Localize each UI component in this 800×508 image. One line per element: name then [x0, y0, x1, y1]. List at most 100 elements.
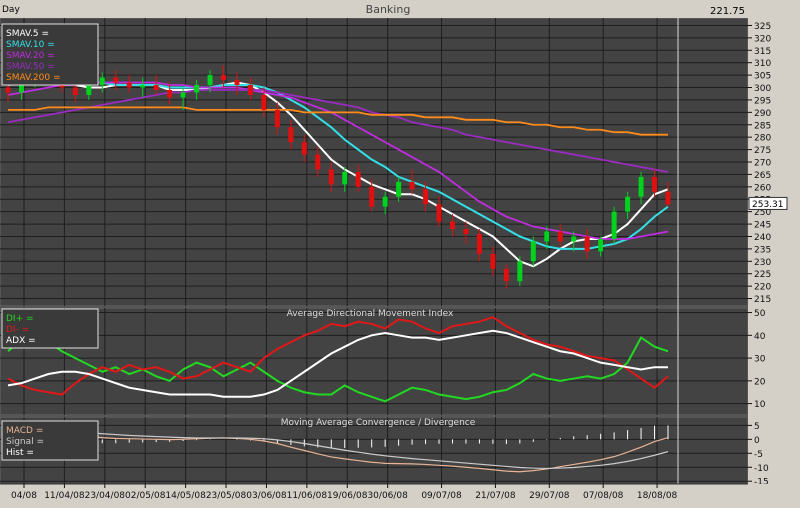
series-line-diminus [7, 316, 669, 396]
ma-legend [1, 23, 99, 86]
legend-entry: SMAV.10 = [6, 40, 55, 50]
legend-entry: SMAV.200 = [6, 73, 61, 83]
candle-body [126, 82, 132, 88]
macd-legend [1, 420, 99, 461]
candle-body [153, 85, 159, 90]
legend-entry: Signal = [6, 437, 44, 447]
y-tick-label: 265 [754, 171, 771, 181]
candle-body [517, 261, 523, 282]
candle-body [140, 85, 146, 88]
candle-body [449, 221, 455, 230]
candle-body [315, 154, 321, 170]
series-line-macd [7, 428, 669, 473]
y-tick-label: -5 [754, 450, 763, 460]
legend-entry: MACD = [6, 426, 43, 436]
y-tick-label: 250 [754, 208, 771, 218]
candle-body [342, 171, 348, 185]
y-tick-label: 10 [754, 400, 766, 410]
price-tag [748, 196, 788, 210]
x-tick-label: 14/05/08 [165, 491, 206, 501]
candle-body [288, 127, 294, 143]
x-tick-label: 21/07/08 [475, 491, 516, 501]
candle-body [611, 211, 617, 239]
y-tick-label: 240 [754, 233, 771, 243]
candle-body [274, 109, 280, 128]
y-tick-label: 325 [754, 22, 771, 32]
candle-body [355, 171, 361, 187]
candle-body [584, 236, 590, 252]
y-tick-label: 320 [754, 34, 771, 44]
x-tick-label: 07/08/08 [583, 491, 624, 501]
x-tick-label: 29/07/08 [529, 491, 570, 501]
candle-body [301, 142, 307, 155]
candle-body [571, 236, 577, 242]
x-tick-label: 23/04/08 [85, 491, 126, 501]
candle-body [207, 75, 213, 86]
period-label: Day [2, 5, 20, 15]
y-tick-label: 285 [754, 121, 771, 131]
candle-body [18, 80, 24, 93]
macd-title: Moving Average Convergence / Divergence [281, 418, 476, 428]
header-bar [0, 0, 800, 18]
y-tick-label: 220 [754, 283, 771, 293]
legend-entry: Hist = [6, 448, 34, 458]
x-tick-label: 02/05/08 [125, 491, 166, 501]
candle-body [476, 234, 482, 254]
x-tick-label: 23/05/08 [206, 491, 247, 501]
y-tick-label: 50 [754, 309, 766, 319]
candle-body [530, 241, 536, 262]
legend-entry: SMAV.50 = [6, 62, 55, 72]
candle-body [423, 189, 429, 205]
candle-body [180, 92, 186, 98]
series-line-diplus [7, 331, 669, 403]
legend-entry: DI- = [6, 325, 29, 335]
candle-body [490, 253, 496, 269]
y-tick-label: 235 [754, 245, 771, 255]
y-tick-label: 300 [754, 84, 771, 94]
chart-title: Banking [366, 3, 411, 16]
candle-body [598, 238, 604, 252]
x-tick-label: 11/04/08 [44, 491, 85, 501]
price-tag-label: 253.31 [752, 200, 784, 210]
candle-body [261, 94, 267, 110]
series-line-smav10 [7, 74, 669, 250]
candle-body [247, 85, 253, 95]
x-tick-label: 18/08/08 [637, 491, 678, 501]
y-tick-label: -10 [754, 464, 769, 474]
y-tick-label: 225 [754, 270, 771, 280]
candle-body [382, 196, 388, 207]
y-tick-label: 245 [754, 221, 771, 231]
y-tick-label: 270 [754, 159, 771, 169]
candle-body [652, 176, 658, 192]
x-tick-label: 04/08 [11, 491, 37, 501]
candle-body [625, 196, 631, 212]
candle-body [221, 75, 227, 81]
series-line-smav20 [7, 81, 669, 240]
candle-body [234, 80, 240, 86]
adx-title: Average Directional Movement Index [287, 309, 454, 319]
x-tick-label: 11/06/08 [287, 491, 328, 501]
y-axis-bg [748, 18, 800, 490]
x-tick-label: 19/06/08 [327, 491, 368, 501]
x-tick-label: 30/06/08 [367, 491, 408, 501]
candle-body [167, 90, 173, 98]
series-line-signal [7, 427, 669, 469]
candle-body [5, 87, 11, 93]
candle-body [436, 204, 442, 222]
y-tick-label: 310 [754, 59, 771, 69]
y-tick-label: 295 [754, 96, 771, 106]
y-tick-label: 305 [754, 72, 771, 82]
series-line-smav50 [7, 89, 669, 173]
y-tick-label: 280 [754, 134, 771, 144]
y-tick-label: 20 [754, 377, 766, 387]
candle-body [86, 85, 92, 95]
legend-entry: SMAV.5 = [6, 29, 49, 39]
y-tick-label: 0 [754, 436, 760, 446]
legend-entry: SMAV.20 = [6, 51, 55, 61]
series-line-smav200 [8, 106, 668, 136]
y-tick-label: 5 [754, 422, 760, 432]
candle-body [463, 229, 469, 234]
y-tick-label: 315 [754, 47, 771, 57]
legend-entry: DI+ = [6, 314, 34, 324]
